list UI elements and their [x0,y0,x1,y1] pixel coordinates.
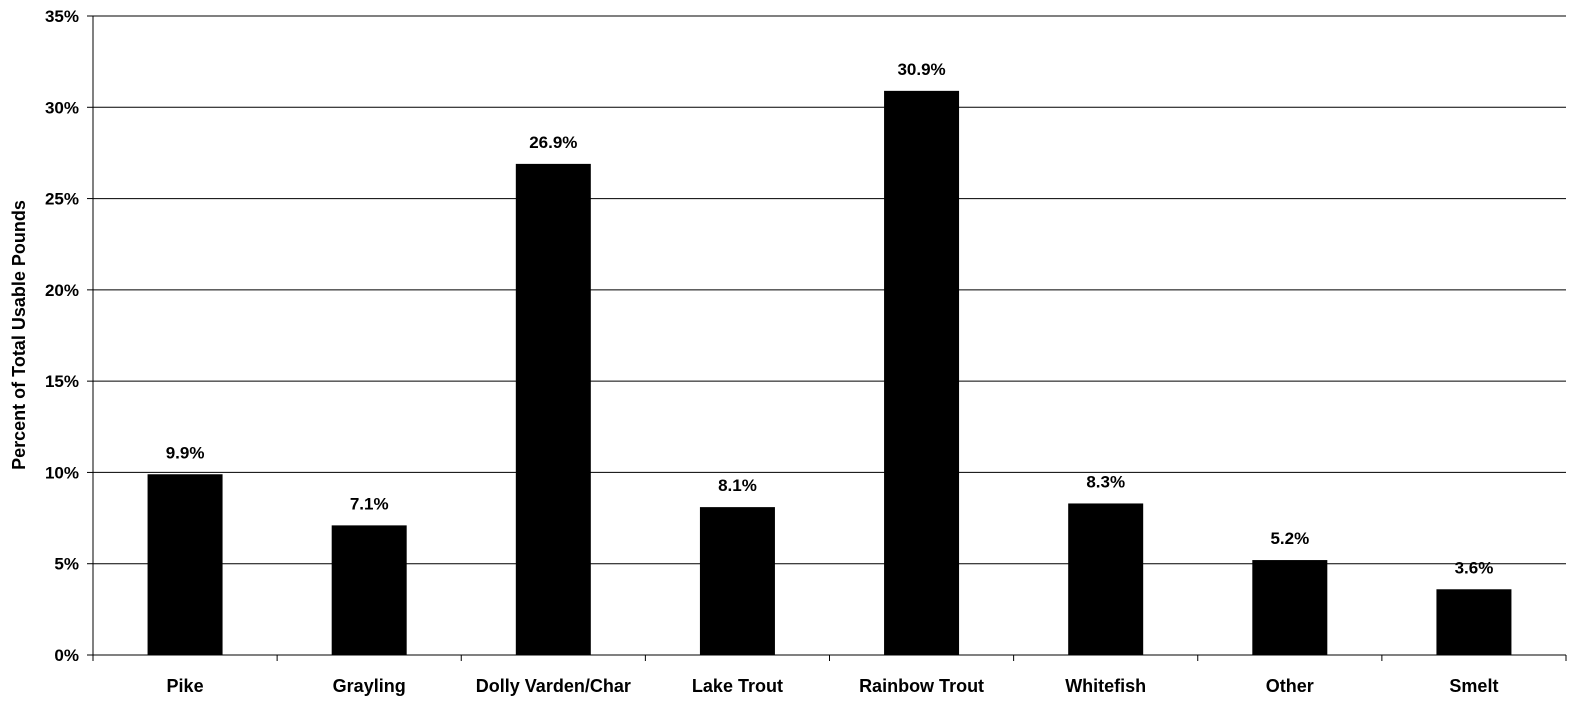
bar [699,507,775,655]
bar [1436,589,1512,655]
y-tick-label: 20% [45,281,79,300]
data-label: 5.2% [1270,529,1309,548]
y-tick-label: 25% [45,190,79,209]
y-tick-label: 35% [45,7,79,26]
data-label: 7.1% [350,494,389,513]
x-category-label: Whitefish [1065,676,1146,696]
labels: 0% 5% 10% 15% 20% 25% 30% 35% 9.9% Pike 7.1% Grayli… [45,7,1498,696]
x-category-label: Pike [167,676,204,696]
x-category-label: Lake Trout [692,676,783,696]
x-category-label: Smelt [1449,676,1498,696]
data-label: 3.6% [1455,558,1494,577]
y-tick-label: 30% [45,98,79,117]
bar [1068,503,1144,655]
x-category-label: Dolly Varden/Char [476,676,631,696]
bar [1252,560,1328,655]
y-tick-label: 15% [45,372,79,391]
x-category-label: Rainbow Trout [859,676,984,696]
y-axis-title: Percent of Total Usable Pounds [9,200,29,470]
y-tick-label: 10% [45,463,79,482]
x-category-label: Other [1266,676,1314,696]
bar [515,163,591,655]
gridlines [93,15,1566,565]
y-tick-label: 0% [54,646,79,665]
bar [331,525,407,655]
bar [884,90,960,655]
x-category-label: Grayling [333,676,406,696]
data-label: 30.9% [897,60,945,79]
bar [147,474,223,655]
data-label: 8.1% [718,476,757,495]
data-label: 8.3% [1086,472,1125,491]
y-tick-label: 5% [54,555,79,574]
bars [147,90,1512,655]
data-label: 9.9% [166,443,205,462]
axes [87,15,1567,661]
data-label: 26.9% [529,133,577,152]
